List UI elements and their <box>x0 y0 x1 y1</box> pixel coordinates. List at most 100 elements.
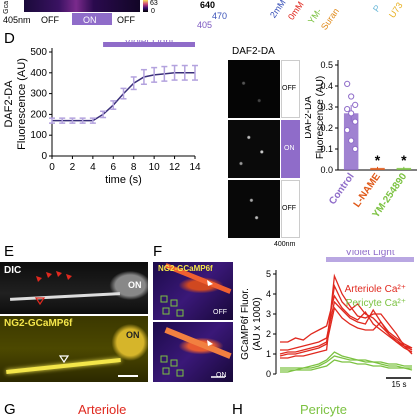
ng2-label-f: NG2-GCaMP6f <box>158 264 213 273</box>
panel-g-title: Arteriole <box>78 402 127 417</box>
trace-y-tick-label: 0 <box>266 369 271 379</box>
x-tick-label: 2 <box>70 162 76 173</box>
daf2-timecourse-chart: Violet Light 0 100 200 300 400 500 0 2 4 6 8 10 12 14 t… <box>3 40 201 186</box>
trace-y-tick-label: 5 <box>266 269 271 279</box>
legend-pericyte: Pericyte Ca²⁺ <box>346 298 406 309</box>
top-colorbar-max: 63 <box>150 0 158 7</box>
bar-y-label-line-1: DAF2-DA <box>305 96 314 139</box>
data-point <box>348 137 355 144</box>
daf2-image-nm: 400nm <box>274 241 296 248</box>
trace-y-tick-label: 1 <box>266 349 271 359</box>
ng2-image-off <box>153 262 233 320</box>
x-tick-label: 6 <box>111 162 117 173</box>
ng2-f-on-label: ON <box>216 372 227 379</box>
bar-y-tick-label: 0.5 <box>320 60 333 70</box>
red-arrowhead <box>56 271 62 277</box>
ng2-image-on-f-rois <box>160 340 225 378</box>
data-point <box>344 127 351 134</box>
red-arrowhead <box>66 274 72 280</box>
data-point <box>344 106 351 113</box>
ng2-image <box>0 316 148 382</box>
ng2-image-off-rois <box>160 280 213 317</box>
ng2-f-off-label: OFF <box>213 309 227 316</box>
roi-box <box>176 309 184 317</box>
white-arrowhead <box>207 340 213 346</box>
top-legend-u73: U73 <box>387 0 405 20</box>
trace-1-2 <box>280 359 413 373</box>
trace-y-tick-label: 4 <box>266 289 271 299</box>
ng2-label-e: NG2-GCaMP6f <box>4 318 73 329</box>
dic-image <box>0 262 148 314</box>
x-tick-label: 14 <box>189 162 201 173</box>
top-wl-640: 640 <box>200 0 216 10</box>
top-wavelength-label: 405nm <box>3 15 31 25</box>
panel-f-letter: F <box>153 243 163 260</box>
bar-y-tick-label: 0.2 <box>320 123 333 133</box>
daf2-image-off-2 <box>228 180 280 238</box>
y-tick-label: 300 <box>30 89 47 100</box>
legend-arteriole: Arteriole Ca²⁺ <box>345 284 406 295</box>
top-colorbar-min: 0 <box>151 8 155 15</box>
daf2-label-box-off-2 <box>281 180 300 238</box>
x-tick-label: 0 <box>49 162 55 173</box>
top-micrograph-strip <box>24 0 140 12</box>
trace-0-3 <box>280 300 413 351</box>
roi-box <box>176 369 184 377</box>
bar-y-tick-label: 0.0 <box>320 165 333 175</box>
daf2-image-title: DAF2-DA <box>232 46 275 57</box>
y-tick-label: 400 <box>30 68 47 79</box>
red-arrowhead <box>46 272 52 278</box>
top-legend-0mM: 0mM <box>286 0 306 22</box>
significance-star: * <box>375 152 381 168</box>
y-tick-label: 500 <box>30 47 47 58</box>
daf2-image-off-1 <box>228 60 280 118</box>
trace-y-tick-label: 2 <box>266 329 271 339</box>
dic-label: DIC <box>4 265 22 276</box>
violet-light-bar <box>103 42 195 47</box>
data-point <box>352 118 359 125</box>
daf2-bar-chart: 0.0 0.1 0.2 0.3 0.4 0.5 DAF2-DA Fluorescence (A… <box>305 60 417 220</box>
dic-on-label: ON <box>128 280 142 290</box>
x-tick-label: 4 <box>90 162 96 173</box>
y-tick-label: 100 <box>30 130 47 141</box>
trace-0-1 <box>279 283 413 355</box>
violet-light-label-traces: Violet Light <box>345 250 395 258</box>
ng2-image-on-f <box>153 322 233 382</box>
panel-d-letter: D <box>4 30 15 47</box>
x-tick-label: 12 <box>169 162 181 173</box>
bar-y-label-line-2: Fluorescence (AU) <box>315 76 326 159</box>
top-colorbar-axis: Gca <box>3 1 10 14</box>
daf2-image-on <box>228 120 280 178</box>
daf2-image-label-on: ON <box>284 145 295 152</box>
red-arrowhead <box>36 276 42 282</box>
trace-y-tick-label: 3 <box>266 309 271 319</box>
data-point <box>348 93 355 100</box>
dic-annotations <box>34 271 72 306</box>
data-point <box>348 110 355 117</box>
roi-box <box>170 299 178 307</box>
top-on-box <box>72 13 112 25</box>
y-axis-label-line-1: DAF2-DA <box>3 80 15 128</box>
bar-y-tick-label: 0.1 <box>320 144 333 154</box>
trace-0-4 <box>279 306 413 357</box>
top-off-left: OFF <box>41 15 59 25</box>
scale-bar-label: 15 s <box>391 380 406 389</box>
trace-y-label-line-2: (AU x 1000) <box>252 297 263 350</box>
y-axis-label-line-2: Fluorescence (AU) <box>16 58 28 150</box>
daf2-image-label-off-1: OFF <box>282 85 296 92</box>
panel-h-letter: H <box>232 401 243 418</box>
data-point <box>352 101 359 109</box>
x-tick-label: 8 <box>131 162 137 173</box>
panel-g-letter: G <box>4 401 16 418</box>
trace-0-2 <box>280 294 413 349</box>
ng2-on-label: ON <box>126 330 140 340</box>
violet-light-label: Violet Light <box>124 40 174 47</box>
top-colorbar <box>143 0 148 12</box>
gcamp-traces-chart: Violet Light 0 1 2 3 4 5 GCaMP6f Fluor. (AU x 10… <box>240 250 414 389</box>
white-open-triangle <box>58 355 70 364</box>
daf2-label-box-on <box>281 120 300 178</box>
top-legend-2mM: 2mM <box>268 0 288 20</box>
trace-y-label-line-1: GCaMP6f Fluor. <box>240 288 251 360</box>
daf2-image-label-off-2: OFF <box>282 205 296 212</box>
top-legend-sura: Suran <box>319 6 341 32</box>
